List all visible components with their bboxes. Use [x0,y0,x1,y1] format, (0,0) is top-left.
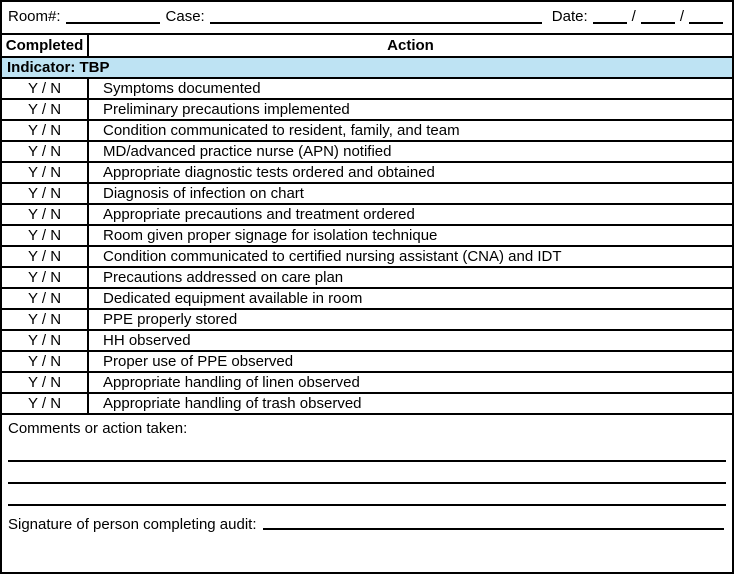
table-row: Y / N Appropriate handling of trash obse… [2,393,732,415]
action-cell: Appropriate handling of trash observed [88,393,732,415]
completed-yn-cell[interactable]: Y / N [2,183,89,205]
table-row: Y / N Condition communicated to certifie… [2,246,732,268]
completed-yn-cell[interactable]: Y / N [2,393,89,415]
action-cell: MD/advanced practice nurse (APN) notifie… [88,141,732,163]
date-separator: / [679,8,684,25]
completed-yn-cell[interactable]: Y / N [2,351,89,373]
completed-yn-cell[interactable]: Y / N [2,120,89,142]
case-label: Case: [165,8,205,25]
date-separator: / [631,8,636,25]
indicator-label: Indicator: TBP [2,57,732,79]
action-cell: Dedicated equipment available in room [88,288,732,310]
table-row: Y / N Condition communicated to resident… [2,120,732,142]
table-row: Y / N HH observed [2,330,732,352]
completed-column-header: Completed [2,35,89,58]
action-cell: Preliminary precautions implemented [88,99,732,121]
table-row: Y / N Dedicated equipment available in r… [2,288,732,310]
action-cell: Appropriate precautions and treatment or… [88,204,732,226]
table-header-row: Completed Action [2,35,732,58]
table-row: Y / N PPE properly stored [2,309,732,331]
table-row: Y / N Preliminary precautions implemente… [2,99,732,121]
action-column-header: Action [88,35,732,58]
action-rows: Indicator: TBP Y / N Symptoms documented… [2,57,732,415]
date-label: Date: [551,8,588,25]
action-cell: Room given proper signage for isolation … [88,225,732,247]
completed-yn-cell[interactable]: Y / N [2,141,89,163]
completed-yn-cell[interactable]: Y / N [2,99,89,121]
table-row: Y / N Appropriate handling of linen obse… [2,372,732,394]
comments-label: Comments or action taken: [8,420,188,437]
action-cell: PPE properly stored [88,309,732,331]
table-row: Y / N Symptoms documented [2,78,732,100]
comments-line-3[interactable] [8,486,726,506]
table-row: Y / N Appropriate diagnostic tests order… [2,162,732,184]
completed-yn-cell[interactable]: Y / N [2,267,89,289]
completed-yn-cell[interactable]: Y / N [2,78,89,100]
completed-yn-cell[interactable]: Y / N [2,246,89,268]
action-cell: Appropriate handling of linen observed [88,372,732,394]
action-cell: Precautions addressed on care plan [88,267,732,289]
date-day-line[interactable] [640,9,675,24]
completed-yn-cell[interactable]: Y / N [2,330,89,352]
table-row: Y / N Precautions addressed on care plan [2,267,732,289]
completed-yn-cell[interactable]: Y / N [2,162,89,184]
action-cell: Symptoms documented [88,78,732,100]
comments-line-2[interactable] [8,464,726,484]
action-cell: Proper use of PPE observed [88,351,732,373]
action-cell: Appropriate diagnostic tests ordered and… [88,162,732,184]
completed-yn-cell[interactable]: Y / N [2,225,89,247]
date-month-line[interactable] [592,9,627,24]
action-cell: Condition communicated to certified nurs… [88,246,732,268]
table-row: Y / N Appropriate precautions and treatm… [2,204,732,226]
comments-line-1[interactable] [8,442,726,462]
date-year-line[interactable] [689,9,723,24]
room-input-line[interactable] [65,9,160,24]
table-row: Y / N MD/advanced practice nurse (APN) n… [2,141,732,163]
table-row: Y / N Diagnosis of infection on chart [2,183,732,205]
action-cell: HH observed [88,330,732,352]
action-cell: Condition communicated to resident, fami… [88,120,732,142]
form-footer: Comments or action taken: Signature of p… [2,415,732,533]
completed-yn-cell[interactable]: Y / N [2,204,89,226]
table-row: Y / N Proper use of PPE observed [2,351,732,373]
form-header-row: Room#: Case: Date: / / [2,2,732,35]
action-cell: Diagnosis of infection on chart [88,183,732,205]
completed-yn-cell[interactable]: Y / N [2,288,89,310]
indicator-row: Indicator: TBP [2,57,732,79]
room-label: Room#: [8,8,61,25]
completed-yn-cell[interactable]: Y / N [2,309,89,331]
table-row: Y / N Room given proper signage for isol… [2,225,732,247]
case-input-line[interactable] [209,9,542,24]
signature-label: Signature of person completing audit: [8,516,257,533]
checklist-table: Completed Action Indicator: TBP Y / N Sy… [2,35,732,415]
signature-input-line[interactable] [262,515,724,530]
completed-yn-cell[interactable]: Y / N [2,372,89,394]
